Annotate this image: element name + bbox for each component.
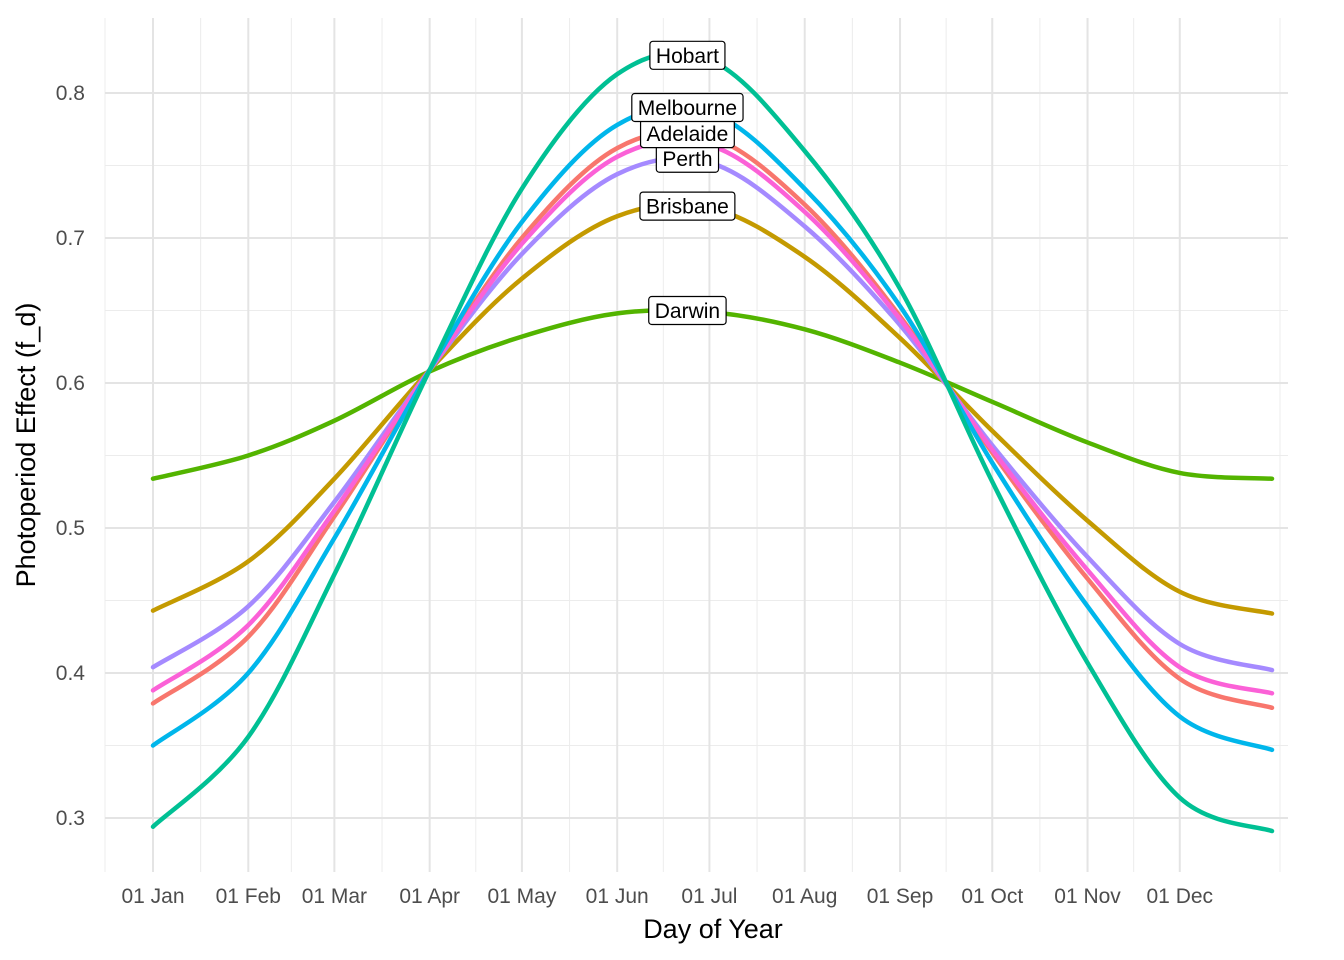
x-tick-label: 01 Feb [216,885,281,908]
x-tick-label: 01 Oct [961,885,1023,908]
x-tick-label: 01 May [487,885,556,908]
y-axis-title: Photoperiod Effect (f_d) [11,303,41,588]
y-tick-label: 0.4 [56,662,86,685]
x-tick-label: 01 Jun [586,885,649,908]
label-text: Perth [662,148,712,171]
x-tick-label: 01 Mar [302,885,367,908]
y-tick-label: 0.3 [56,807,85,830]
label-text: Adelaide [647,123,729,146]
y-tick-label: 0.7 [56,227,85,250]
x-tick-label: 01 Jul [681,885,737,908]
y-tick-label: 0.8 [56,82,85,105]
x-tick-label: 01 Nov [1054,885,1121,908]
x-axis-tick-labels: 01 Jan 01 Feb 01 Mar 01 Apr 01 May 01 Jun 01 J… [121,885,1213,908]
label-box [648,295,727,326]
label-box [649,40,726,70]
y-tick-label: 0.6 [56,372,85,395]
x-tick-label: 01 Dec [1147,885,1214,908]
label-box [639,191,736,221]
x-tick-label: 01 Sep [867,885,934,908]
y-tick-label: 0.5 [56,517,85,540]
series-label-brisbane: Brisbane [639,191,736,221]
minor-grid [104,18,1288,872]
series-label-perth: Perth [655,143,720,173]
series-label-hobart: Hobart [649,40,726,70]
x-tick-label: 01 Aug [772,885,837,908]
label-text: Darwin [655,300,720,323]
x-tick-label: 01 Jan [121,885,184,908]
series-label-adelaide: Adelaide [639,118,735,149]
x-tick-label: 01 Apr [399,885,460,908]
label-text: Brisbane [646,196,729,219]
series-label-darwin: Darwin [648,295,727,326]
y-axis-tick-labels: 0.3 0.4 0.5 0.6 0.7 0.8 [56,82,86,830]
label-box [631,92,744,123]
series-label-melbourne: Melbourne [631,92,744,123]
x-axis-title: Day of Year [643,914,783,944]
label-text: Hobart [656,45,719,68]
label-text: Melbourne [638,97,737,120]
